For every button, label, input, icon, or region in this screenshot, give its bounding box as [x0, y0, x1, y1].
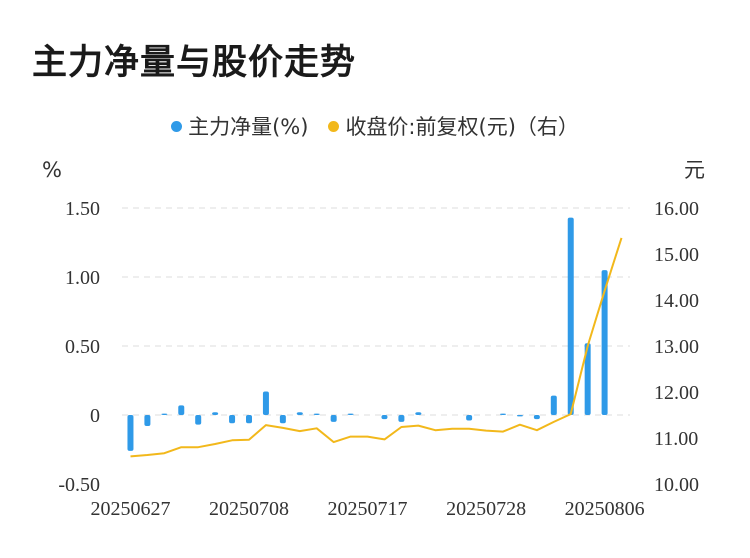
y-right-tick-label: 14.00	[654, 290, 699, 312]
y-left-tick-label: 0.50	[65, 336, 100, 358]
bar	[347, 413, 354, 415]
bar	[161, 413, 168, 415]
bar	[398, 415, 405, 422]
bar	[127, 415, 134, 451]
bar	[279, 415, 286, 424]
legend-item-close-price[interactable]: 收盘价:前复权(元)（右）	[328, 111, 579, 141]
y-right-unit: 元	[684, 158, 705, 182]
x-tick-label: 20250627	[90, 498, 170, 520]
bar-series-swatch	[171, 120, 183, 132]
x-tick-label: 20250728	[446, 498, 526, 520]
line-series-swatch	[328, 120, 340, 132]
bar	[246, 415, 252, 424]
bar	[567, 217, 574, 415]
price-line	[130, 237, 623, 458]
bar	[500, 413, 506, 415]
bar	[533, 415, 540, 420]
y-left-tick-label: 1.50	[65, 198, 100, 220]
y-left-tick-label: -0.50	[58, 474, 100, 496]
bar	[601, 270, 608, 415]
bar	[550, 395, 557, 415]
bar	[144, 415, 151, 427]
legend-label-close-price: 收盘价:前复权(元)（右）	[345, 115, 579, 139]
y-right-tick-label: 12.00	[654, 382, 699, 404]
y-right-tick-label: 16.00	[654, 198, 699, 220]
bar	[584, 343, 591, 415]
bar	[415, 412, 422, 415]
bar	[195, 415, 202, 425]
x-tick-label: 20250806	[565, 498, 645, 520]
x-tick-label: 20250708	[209, 498, 289, 520]
y-left-tick-label: 1.00	[65, 267, 100, 289]
legend-label-net-flow: 主力净量(%)	[188, 115, 309, 139]
bar	[212, 412, 219, 415]
y-right-tick-label: 11.00	[654, 428, 698, 450]
legend-item-net-flow[interactable]: 主力净量(%)	[171, 111, 308, 141]
bar	[330, 415, 337, 422]
legend: 主力净量(%) 收盘价:前复权(元)（右）	[0, 111, 750, 141]
y-right-tick-label: 15.00	[654, 244, 699, 266]
bar	[516, 415, 523, 417]
bar	[381, 415, 388, 420]
bar	[313, 413, 320, 415]
bar	[466, 415, 473, 421]
y-right-tick-label: 10.00	[654, 474, 699, 496]
bar	[229, 415, 236, 424]
chart-title: 主力净量与股价走势	[32, 43, 357, 83]
y-left-unit: %	[42, 158, 62, 182]
bar	[178, 405, 185, 415]
x-tick-label: 20250717	[328, 498, 408, 520]
y-right-tick-label: 13.00	[654, 336, 699, 358]
bar	[296, 412, 303, 415]
bar	[262, 391, 269, 415]
y-left-tick-label: 0	[90, 405, 100, 427]
